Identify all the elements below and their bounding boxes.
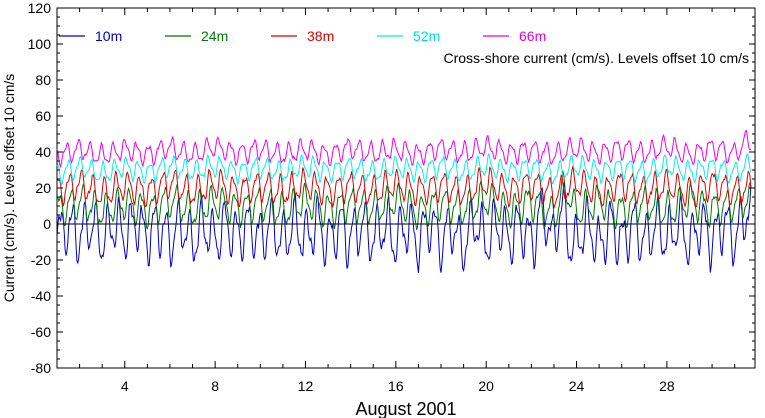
y-tick-label: 0 [43, 216, 51, 232]
legend-label-24m: 24m [201, 28, 228, 44]
series-line-66m [56, 129, 752, 169]
legend-label-38m: 38m [307, 28, 334, 44]
series-line-52m [56, 152, 752, 187]
legend-label-52m: 52m [413, 28, 440, 44]
x-tick-label: 20 [478, 378, 494, 394]
legend: 10m 24m 38m 52m 66m [59, 28, 546, 44]
y-tick-label: 20 [35, 180, 51, 196]
y-tick-label: -40 [31, 288, 51, 304]
series-line-38m [56, 165, 752, 209]
x-tick-label: 4 [121, 378, 129, 394]
x-axis-title: August 2001 [355, 399, 456, 418]
y-axis: -80 -60 -40 -20 0 20 40 60 80 100 120 [28, 0, 755, 376]
y-tick-label: 60 [35, 108, 51, 124]
legend-label-66m: 66m [519, 28, 546, 44]
x-tick-label: 16 [388, 378, 404, 394]
chart-annotation: Cross-shore current (cm/s). Levels offse… [444, 50, 750, 66]
y-tick-label: -20 [31, 252, 51, 268]
y-tick-label: 120 [28, 0, 52, 16]
x-tick-label: 8 [211, 378, 219, 394]
x-tick-label: 12 [298, 378, 314, 394]
y-tick-label: -60 [31, 324, 51, 340]
legend-label-10m: 10m [95, 28, 122, 44]
y-tick-label: 80 [35, 72, 51, 88]
y-tick-label: 40 [35, 144, 51, 160]
x-tick-label: 28 [659, 378, 675, 394]
x-tick-label: 24 [569, 378, 585, 394]
series-layer [56, 129, 752, 273]
y-tick-label: -80 [31, 360, 51, 376]
y-axis-title: Current (cm/s). Levels offset 10 cm/s [1, 74, 17, 302]
y-tick-label: 100 [28, 36, 52, 52]
x-axis: 4 8 12 16 20 24 28 [56, 8, 736, 394]
